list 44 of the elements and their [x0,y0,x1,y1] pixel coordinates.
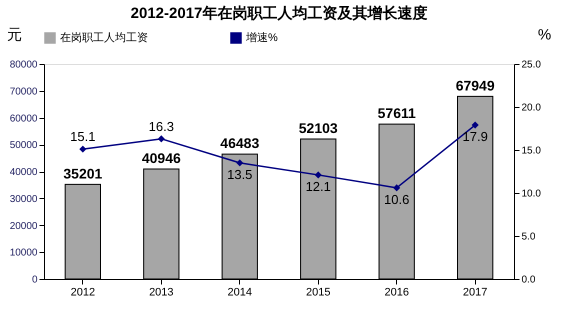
data-label: 67949 [456,77,495,94]
data-label: 52103 [298,120,338,136]
y2-tick-label: 5.0 [522,232,536,242]
y2-axis-title: % [538,26,552,44]
point [236,159,244,166]
x-tick-label: 2017 [462,286,488,298]
data-label: 35201 [63,165,103,182]
data-label: 15.1 [70,129,96,144]
point [314,171,322,178]
y-tick-label: 30000 [10,194,38,205]
y-tick-label: 60000 [10,113,38,124]
y-tick-label: 70000 [10,86,38,98]
x-tick-label: 2012 [70,286,96,298]
data-label: 17.9 [462,129,488,144]
data-label: 57611 [378,105,416,122]
y2-tick-label: 0.0 [522,274,536,286]
data-label: 10.6 [384,192,410,207]
legend-label: 增速% [245,31,278,44]
data-label: 13.5 [227,166,252,182]
data-label: 16.3 [148,118,174,134]
point [79,146,86,153]
x-tick-label: 2014 [228,286,252,298]
data-label: 12.1 [306,178,331,194]
y-axis-title: 元 [7,26,22,44]
x-tick-label: 2015 [306,286,330,298]
x-tick-label: 2013 [149,286,174,298]
point [393,184,400,192]
y2-tick-label: 25.0 [522,60,542,70]
point [158,135,165,142]
legend-label: 在岗职工人均工资 [60,31,148,44]
data-label: 46483 [220,135,260,152]
data-label: 40946 [142,150,181,166]
y-tick-label: 0 [32,274,38,286]
y2-tick-label: 15.0 [522,146,542,156]
point [472,122,479,129]
y-tick-label: 80000 [10,60,38,70]
x-tick-label: 2016 [384,286,409,298]
chart-title: 2012-2017年在岗职工人均工资及其增长速度 [130,4,428,22]
y2-tick-label: 10.0 [522,188,542,200]
y-tick-label: 10000 [10,248,38,259]
y-tick-label: 50000 [10,140,38,152]
y-tick-label: 40000 [10,167,38,178]
y2-tick-label: 20.0 [522,102,542,114]
y-tick-label: 20000 [10,220,38,232]
